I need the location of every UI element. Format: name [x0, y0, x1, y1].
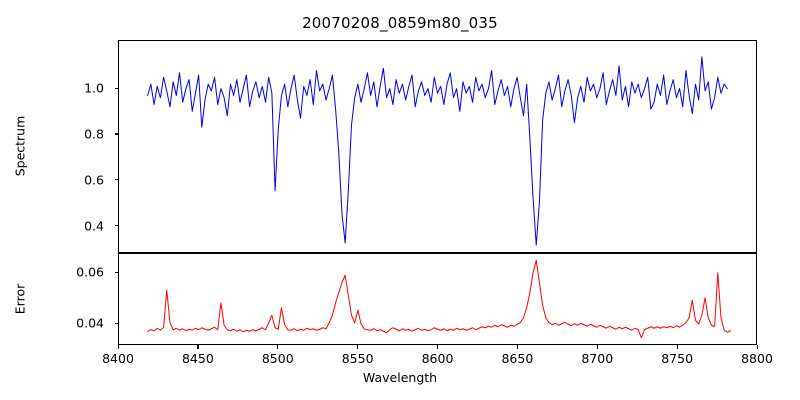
y-tick-label: 0.06: [76, 264, 104, 280]
figure-title: 20070208_0859m80_035: [302, 14, 498, 32]
x-tick-label: 8550: [341, 351, 374, 366]
y-tick-mark: [114, 87, 118, 89]
x-tick-mark: [357, 345, 359, 349]
x-tick-label: 8450: [181, 351, 214, 366]
error-plot-area: [119, 254, 756, 344]
spectrum-line: [148, 57, 728, 245]
y-tick-mark: [114, 133, 118, 135]
x-axis-label: Wavelength: [362, 370, 438, 385]
y-tick-label: 0.8: [84, 126, 104, 142]
x-tick-mark: [277, 345, 279, 349]
y-tick-label: 0.6: [84, 172, 104, 188]
y-tick-mark: [114, 322, 118, 324]
y-tick-label: 1.0: [84, 80, 104, 96]
error-line: [148, 260, 731, 337]
x-tick-label: 8750: [661, 351, 694, 366]
y-tick-mark: [114, 225, 118, 227]
x-tick-mark: [676, 345, 678, 349]
x-tick-label: 8650: [501, 351, 534, 366]
error-y-axis-label: Error: [12, 283, 28, 315]
x-tick-label: 8400: [102, 351, 134, 366]
x-tick-label: 8600: [421, 351, 454, 366]
x-tick-label: 8500: [261, 351, 294, 366]
spectrum-panel: [118, 40, 757, 253]
x-tick-mark: [437, 345, 439, 349]
y-tick-label: 0.04: [76, 315, 104, 331]
y-tick-mark: [114, 179, 118, 181]
x-tick-mark: [596, 345, 598, 349]
x-tick-label: 8700: [581, 351, 614, 366]
error-panel: [118, 253, 757, 345]
y-tick-mark: [114, 271, 118, 273]
spectrum-y-axis-label: Spectrum: [12, 115, 28, 177]
y-tick-label: 0.4: [84, 218, 104, 234]
x-tick-mark: [756, 345, 758, 349]
x-tick-mark: [117, 345, 119, 349]
x-tick-label: 8800: [741, 351, 773, 366]
x-tick-mark: [197, 345, 199, 349]
spectrum-plot-area: [119, 41, 756, 252]
x-tick-mark: [516, 345, 519, 349]
